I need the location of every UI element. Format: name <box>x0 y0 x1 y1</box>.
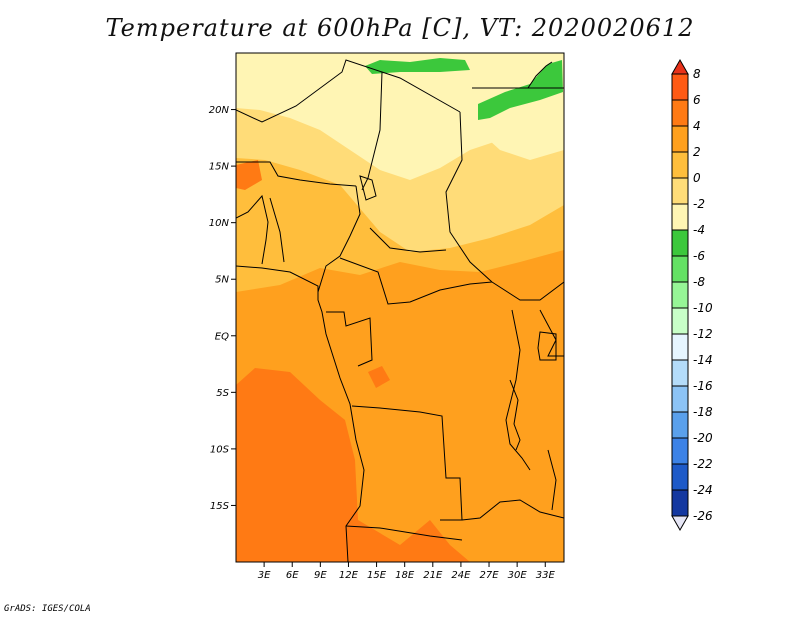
colorbar-label: -20 <box>693 431 713 445</box>
border-benin-togo <box>269 197 285 263</box>
field-6to8-nw-coast <box>236 160 262 190</box>
temperature-field <box>236 53 564 562</box>
colorbar-swatch <box>671 125 689 153</box>
coastline-west-africa <box>236 265 365 562</box>
lat-tick-label: 5N <box>215 275 229 286</box>
colorbar: 8 6 4 2 0 -2 -4 -6 -8 -10 -12 -14 -16 -18 -20 -22 -24 -26 <box>671 58 713 532</box>
colorbar-label: -24 <box>693 483 713 497</box>
country-borders <box>236 59 564 562</box>
lon-tick-label: 30E <box>508 570 528 581</box>
colorbar-label: 0 <box>693 171 701 185</box>
colorbar-swatch <box>671 255 689 283</box>
colorbar-label: -8 <box>693 275 705 289</box>
colorbar-label: 2 <box>693 145 701 159</box>
colorbar-swatch <box>671 151 689 179</box>
colorbar-label: 8 <box>693 67 701 81</box>
latitude-axis: 20N 15N 10N 5N EQ 5S 10S 15S <box>209 105 236 512</box>
border-east-lakes <box>505 309 531 471</box>
lat-tick-label: EQ <box>215 331 229 342</box>
colorbar-label: -10 <box>693 301 713 315</box>
lon-tick-label: 27E <box>480 570 500 581</box>
border-drc-angola <box>351 405 463 521</box>
colorbar-swatch <box>671 307 689 335</box>
field-minus6-green-top <box>365 58 470 74</box>
colorbar-label: -26 <box>693 509 713 523</box>
border-gabon-congo <box>326 311 373 367</box>
lon-tick-label: 9E <box>314 570 327 581</box>
border-sudan-south <box>491 281 564 301</box>
colorbar-label: -4 <box>693 223 705 237</box>
border-nigeria-cameroon <box>317 185 361 293</box>
colorbar-label: -6 <box>693 249 705 263</box>
chart-title: Temperature at 600hPa [C], VT: 202002061… <box>105 14 695 42</box>
colorbar-swatch <box>671 177 689 205</box>
border-zambia <box>461 499 564 521</box>
lake-tanganyika <box>509 379 521 451</box>
colorbar-swatch <box>671 229 689 257</box>
colorbar-top-arrow <box>671 58 689 75</box>
border-car-congo <box>339 257 493 305</box>
border-algeria-niger <box>236 59 461 123</box>
colorbar-swatch <box>671 99 689 127</box>
lon-tick-label: 24E <box>451 570 471 581</box>
colorbar-label: -14 <box>693 353 713 367</box>
field-minus6-green-ne <box>478 60 563 120</box>
colorbar-label: -22 <box>693 457 713 471</box>
colorbar-swatch <box>671 203 689 231</box>
colorbar-label: 6 <box>693 93 701 107</box>
lon-tick-label: 3E <box>258 570 271 581</box>
lat-tick-label: 10S <box>210 444 230 455</box>
border-chad-sudan <box>445 111 493 283</box>
colorbar-label: 4 <box>693 119 701 133</box>
lat-tick-label: 5S <box>216 388 229 399</box>
lon-tick-label: 15E <box>367 570 387 581</box>
border-west-africa <box>236 194 269 265</box>
lat-tick-label: 20N <box>209 105 230 116</box>
colorbar-swatch <box>671 281 689 309</box>
lake-victoria <box>537 331 557 361</box>
colorbar-swatch <box>671 463 689 491</box>
colorbar-bottom-arrow <box>671 515 689 532</box>
border-niger-nigeria <box>236 161 357 187</box>
colorbar-swatch <box>671 73 689 101</box>
lake-malawi <box>547 449 557 511</box>
lon-tick-label: 21E <box>423 570 443 581</box>
colorbar-swatch <box>671 489 689 517</box>
border-chad-car <box>369 227 447 253</box>
colorbar-swatch <box>671 333 689 361</box>
colorbar-swatch <box>671 385 689 413</box>
colorbar-swatch <box>671 437 689 465</box>
border-angola-namibia <box>345 525 463 541</box>
nile-ne <box>527 61 553 89</box>
grads-credit: GrADS: IGES/COLA <box>4 604 91 614</box>
map-frame <box>235 52 565 563</box>
lat-tick-label: 10N <box>209 218 230 229</box>
lon-tick-label: 33E <box>536 570 556 581</box>
colorbar-label: -16 <box>693 379 713 393</box>
colorbar-swatch <box>671 359 689 387</box>
colorbar-label: -12 <box>693 327 713 341</box>
field-6to8-sw <box>236 368 470 562</box>
lon-tick-label: 18E <box>395 570 415 581</box>
lon-tick-label: 6E <box>286 570 299 581</box>
longitude-axis: 3E 6E 9E 12E 15E 18E 21E 24E 27E 30E 33E <box>258 562 556 581</box>
lake-chad <box>359 175 377 201</box>
colorbar-swatch <box>671 411 689 439</box>
colorbar-label: -18 <box>693 405 713 419</box>
lon-tick-label: 12E <box>339 570 359 581</box>
lat-tick-label: 15S <box>210 501 230 512</box>
field-6to8-spot <box>368 366 390 388</box>
colorbar-label: -2 <box>693 197 705 211</box>
lat-tick-label: 15N <box>209 162 230 173</box>
border-libya-chad <box>361 71 383 191</box>
